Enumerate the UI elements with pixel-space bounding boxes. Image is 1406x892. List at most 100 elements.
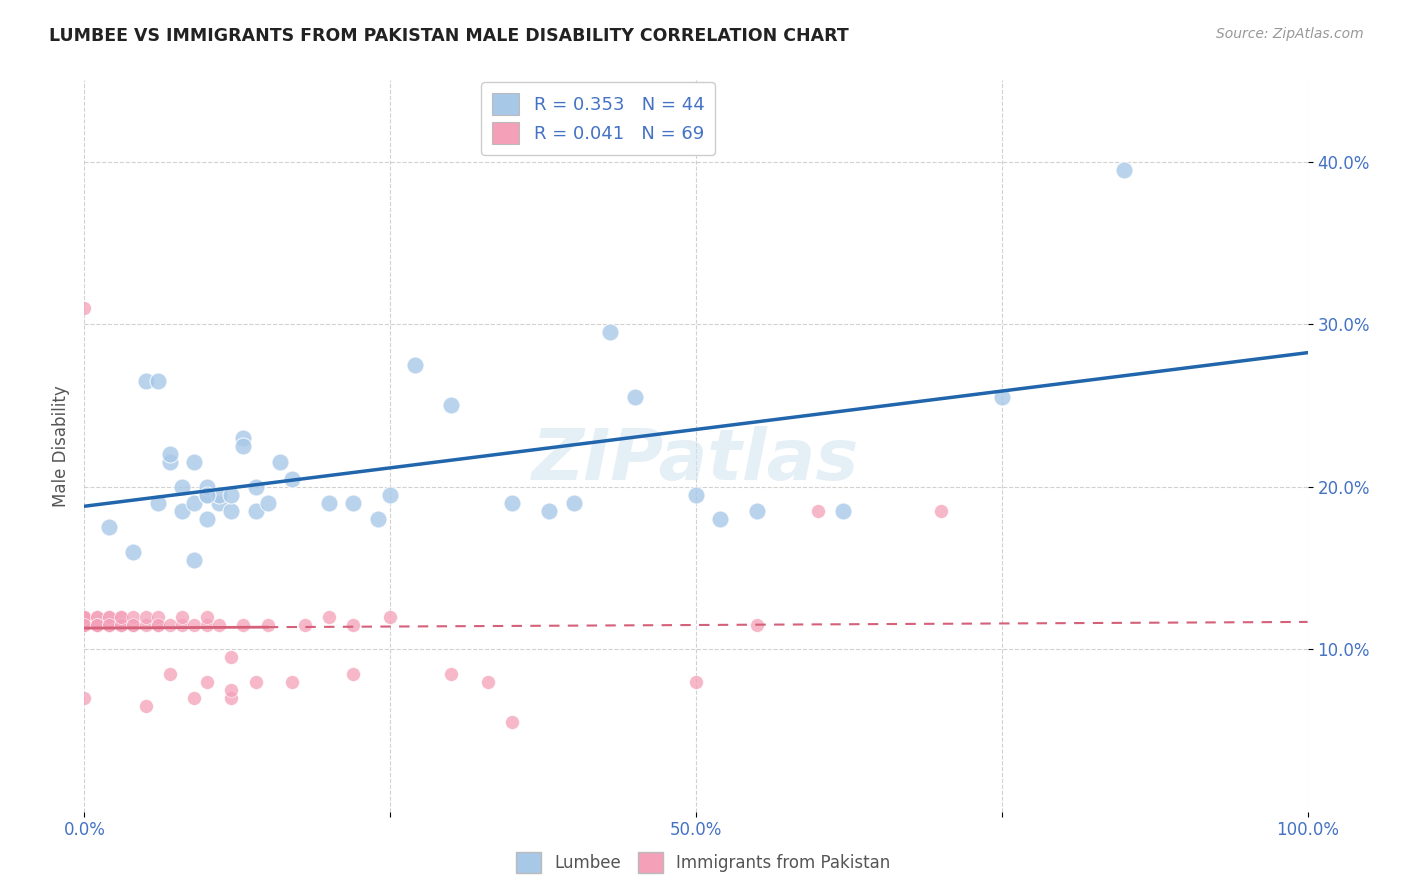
Point bbox=[195, 609, 218, 624]
Point bbox=[73, 609, 96, 624]
Point bbox=[245, 674, 267, 689]
Point bbox=[110, 617, 132, 632]
Point bbox=[73, 617, 96, 632]
Point bbox=[172, 504, 194, 518]
Point bbox=[86, 617, 108, 632]
Point bbox=[159, 666, 181, 681]
Point bbox=[318, 609, 340, 624]
Point bbox=[159, 455, 181, 469]
Point bbox=[281, 471, 304, 485]
Point bbox=[219, 504, 242, 518]
Point bbox=[73, 609, 96, 624]
Point bbox=[831, 504, 853, 518]
Point bbox=[367, 512, 389, 526]
Point bbox=[135, 609, 157, 624]
Point bbox=[269, 455, 291, 469]
Point bbox=[135, 374, 157, 388]
Point bbox=[97, 609, 120, 624]
Legend: Lumbee, Immigrants from Pakistan: Lumbee, Immigrants from Pakistan bbox=[509, 846, 897, 880]
Text: Source: ZipAtlas.com: Source: ZipAtlas.com bbox=[1216, 27, 1364, 41]
Point bbox=[97, 609, 120, 624]
Point bbox=[86, 617, 108, 632]
Point bbox=[747, 504, 769, 518]
Point bbox=[73, 617, 96, 632]
Y-axis label: Male Disability: Male Disability bbox=[52, 385, 70, 507]
Point bbox=[562, 496, 585, 510]
Point bbox=[404, 358, 426, 372]
Point bbox=[86, 617, 108, 632]
Text: ZIPatlas: ZIPatlas bbox=[533, 426, 859, 495]
Point bbox=[502, 715, 524, 730]
Point bbox=[110, 609, 132, 624]
Point bbox=[245, 480, 267, 494]
Point bbox=[135, 617, 157, 632]
Point bbox=[73, 690, 96, 705]
Point bbox=[342, 496, 364, 510]
Point bbox=[73, 609, 96, 624]
Point bbox=[73, 301, 96, 315]
Point bbox=[195, 488, 218, 502]
Point bbox=[122, 617, 145, 632]
Point bbox=[122, 609, 145, 624]
Point bbox=[440, 666, 463, 681]
Point bbox=[599, 325, 621, 339]
Point bbox=[342, 617, 364, 632]
Point bbox=[183, 617, 205, 632]
Point bbox=[86, 609, 108, 624]
Point bbox=[110, 609, 132, 624]
Point bbox=[685, 674, 707, 689]
Point bbox=[538, 504, 561, 518]
Point bbox=[73, 609, 96, 624]
Point bbox=[219, 690, 242, 705]
Point bbox=[73, 609, 96, 624]
Point bbox=[624, 390, 647, 404]
Point bbox=[172, 609, 194, 624]
Point bbox=[318, 496, 340, 510]
Point bbox=[219, 650, 242, 665]
Point bbox=[146, 496, 169, 510]
Point bbox=[342, 666, 364, 681]
Point bbox=[502, 496, 524, 510]
Point bbox=[380, 609, 402, 624]
Point bbox=[97, 617, 120, 632]
Point bbox=[122, 544, 145, 558]
Point bbox=[146, 609, 169, 624]
Point bbox=[208, 488, 231, 502]
Point bbox=[747, 617, 769, 632]
Point bbox=[183, 553, 205, 567]
Point bbox=[183, 690, 205, 705]
Point bbox=[208, 496, 231, 510]
Point bbox=[172, 617, 194, 632]
Point bbox=[807, 504, 830, 518]
Point bbox=[685, 488, 707, 502]
Point bbox=[146, 617, 169, 632]
Point bbox=[232, 617, 254, 632]
Text: LUMBEE VS IMMIGRANTS FROM PAKISTAN MALE DISABILITY CORRELATION CHART: LUMBEE VS IMMIGRANTS FROM PAKISTAN MALE … bbox=[49, 27, 849, 45]
Point bbox=[294, 617, 316, 632]
Point bbox=[208, 617, 231, 632]
Point bbox=[257, 617, 280, 632]
Point bbox=[110, 617, 132, 632]
Point bbox=[73, 617, 96, 632]
Point bbox=[73, 617, 96, 632]
Point bbox=[1114, 162, 1136, 177]
Point bbox=[159, 447, 181, 461]
Point bbox=[195, 480, 218, 494]
Point bbox=[73, 609, 96, 624]
Point bbox=[245, 504, 267, 518]
Point bbox=[73, 617, 96, 632]
Point bbox=[440, 398, 463, 412]
Point bbox=[929, 504, 952, 518]
Point bbox=[122, 617, 145, 632]
Point bbox=[477, 674, 499, 689]
Point bbox=[709, 512, 731, 526]
Point bbox=[73, 609, 96, 624]
Point bbox=[146, 374, 169, 388]
Point bbox=[195, 512, 218, 526]
Point bbox=[195, 674, 218, 689]
Point bbox=[73, 617, 96, 632]
Point bbox=[183, 455, 205, 469]
Point bbox=[172, 480, 194, 494]
Point bbox=[135, 699, 157, 714]
Point bbox=[73, 617, 96, 632]
